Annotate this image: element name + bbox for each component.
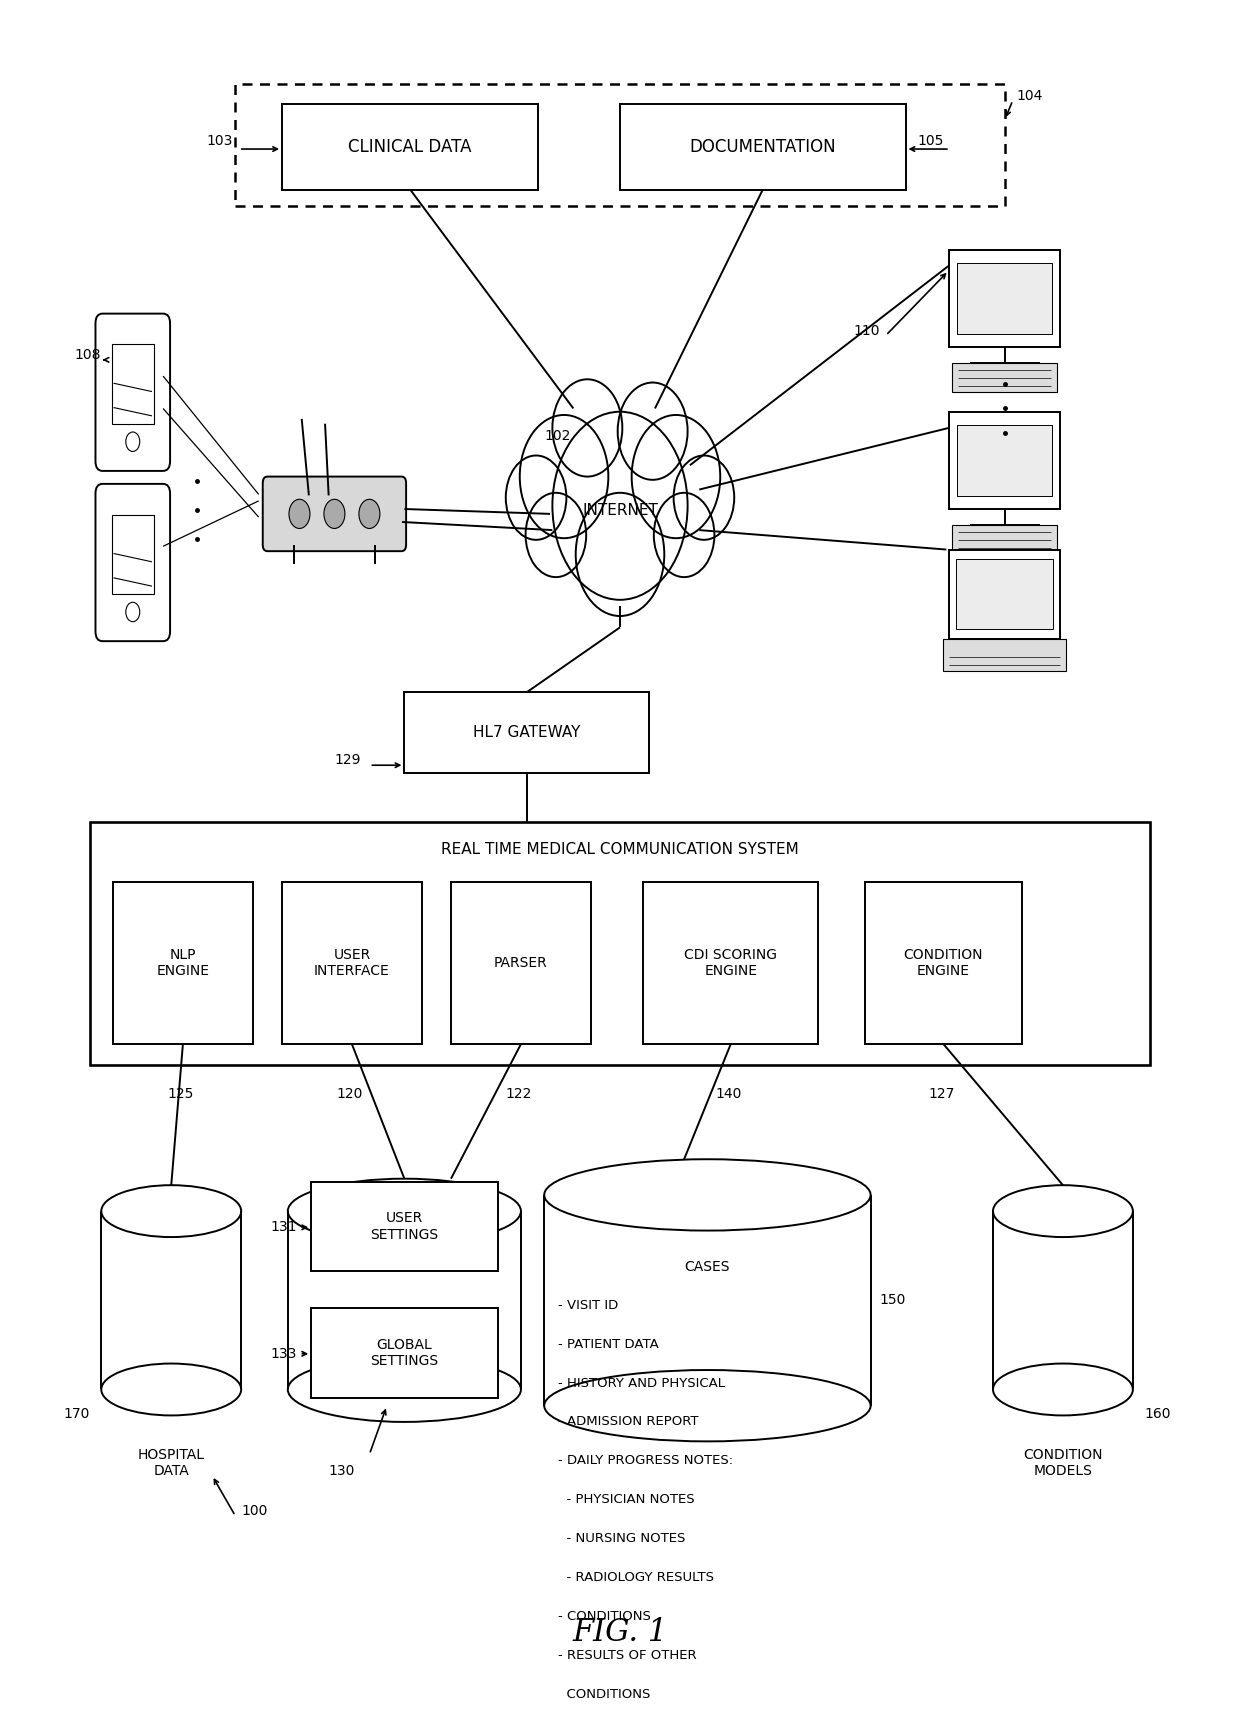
Circle shape [358,499,379,528]
FancyBboxPatch shape [281,881,422,1044]
FancyBboxPatch shape [864,881,1022,1044]
Text: 130: 130 [329,1463,355,1478]
Text: CONDITION
MODELS: CONDITION MODELS [1023,1447,1102,1478]
Circle shape [631,416,720,538]
FancyBboxPatch shape [236,85,1004,205]
Text: - PATIENT DATA: - PATIENT DATA [558,1337,658,1351]
FancyBboxPatch shape [957,262,1052,335]
Text: PARSER: PARSER [494,956,548,969]
FancyBboxPatch shape [644,881,818,1044]
Text: 100: 100 [241,1504,268,1518]
FancyBboxPatch shape [112,514,154,593]
Text: DOCUMENTATION: DOCUMENTATION [689,138,836,155]
FancyBboxPatch shape [620,104,905,190]
Circle shape [618,383,688,480]
Ellipse shape [993,1363,1133,1416]
Text: USER
SETTINGS: USER SETTINGS [371,1211,439,1242]
Ellipse shape [544,1159,870,1230]
Circle shape [653,493,714,578]
Ellipse shape [544,1370,870,1442]
Text: 120: 120 [337,1087,363,1101]
Text: CASES: CASES [684,1259,730,1273]
Text: 108: 108 [74,348,100,362]
Text: - VISIT ID: - VISIT ID [558,1299,619,1311]
Text: - RESULTS OF OTHER: - RESULTS OF OTHER [558,1649,697,1661]
Circle shape [506,455,567,540]
Text: - ADMISSION REPORT: - ADMISSION REPORT [558,1416,698,1428]
Ellipse shape [102,1363,241,1416]
Text: 129: 129 [335,754,361,768]
FancyBboxPatch shape [95,485,170,642]
Text: - DAILY PROGRESS NOTES:: - DAILY PROGRESS NOTES: [558,1454,733,1468]
Text: - RADIOLOGY RESULTS: - RADIOLOGY RESULTS [558,1571,714,1584]
Circle shape [125,431,140,452]
FancyBboxPatch shape [944,638,1066,671]
Text: 170: 170 [63,1408,89,1421]
Text: REAL TIME MEDICAL COMMUNICATION SYSTEM: REAL TIME MEDICAL COMMUNICATION SYSTEM [441,842,799,857]
Text: 103: 103 [206,135,233,148]
FancyBboxPatch shape [112,345,154,424]
FancyBboxPatch shape [263,476,407,552]
Text: 122: 122 [506,1087,532,1101]
Ellipse shape [993,1185,1133,1237]
Text: GLOBAL
SETTINGS: GLOBAL SETTINGS [371,1339,439,1368]
FancyBboxPatch shape [952,362,1056,392]
Circle shape [324,499,345,528]
Text: 140: 140 [715,1087,742,1101]
Text: 102: 102 [544,430,570,443]
FancyBboxPatch shape [957,424,1052,497]
Text: 160: 160 [1145,1408,1171,1421]
FancyBboxPatch shape [89,823,1151,1064]
Circle shape [520,416,609,538]
FancyBboxPatch shape [950,550,1060,638]
Circle shape [552,412,688,600]
FancyBboxPatch shape [288,1211,521,1389]
Text: FIG. 1: FIG. 1 [573,1618,667,1647]
Text: CLINICAL DATA: CLINICAL DATA [348,138,472,155]
Text: 125: 125 [167,1087,195,1101]
Ellipse shape [288,1358,521,1421]
FancyBboxPatch shape [952,524,1056,554]
Text: - NURSING NOTES: - NURSING NOTES [558,1532,686,1546]
Circle shape [125,602,140,621]
Text: 105: 105 [918,135,944,148]
FancyBboxPatch shape [311,1182,497,1271]
FancyBboxPatch shape [544,1195,870,1406]
Text: USER
INTERFACE: USER INTERFACE [314,949,389,978]
FancyBboxPatch shape [956,559,1053,630]
Text: 110: 110 [853,324,879,338]
Text: 131: 131 [270,1220,296,1235]
Circle shape [526,493,587,578]
Text: 104: 104 [1017,88,1043,102]
Text: - CONDITIONS: - CONDITIONS [558,1609,651,1623]
Text: 133: 133 [270,1347,296,1361]
FancyBboxPatch shape [404,692,650,773]
Circle shape [575,493,665,616]
Text: HL7 GATEWAY: HL7 GATEWAY [474,724,580,740]
FancyBboxPatch shape [102,1211,241,1389]
FancyBboxPatch shape [950,412,1060,509]
Ellipse shape [288,1178,521,1244]
Circle shape [673,455,734,540]
Text: - HISTORY AND PHYSICAL: - HISTORY AND PHYSICAL [558,1377,725,1390]
FancyBboxPatch shape [95,314,170,471]
Text: CONDITIONS: CONDITIONS [558,1687,651,1701]
Text: CDI SCORING
ENGINE: CDI SCORING ENGINE [684,949,777,978]
FancyBboxPatch shape [311,1308,497,1397]
FancyBboxPatch shape [993,1211,1133,1389]
Circle shape [289,499,310,528]
FancyBboxPatch shape [113,881,253,1044]
Ellipse shape [102,1185,241,1237]
Text: 127: 127 [929,1087,955,1101]
Circle shape [552,380,622,476]
FancyBboxPatch shape [451,881,591,1044]
FancyBboxPatch shape [281,104,538,190]
Text: - PHYSICIAN NOTES: - PHYSICIAN NOTES [558,1494,694,1506]
FancyBboxPatch shape [950,250,1060,347]
Text: INTERNET: INTERNET [582,504,658,518]
Text: CONDITION
ENGINE: CONDITION ENGINE [904,949,983,978]
Text: HOSPITAL
DATA: HOSPITAL DATA [138,1447,205,1478]
Text: NLP
ENGINE: NLP ENGINE [156,949,210,978]
Text: 150: 150 [880,1294,906,1308]
